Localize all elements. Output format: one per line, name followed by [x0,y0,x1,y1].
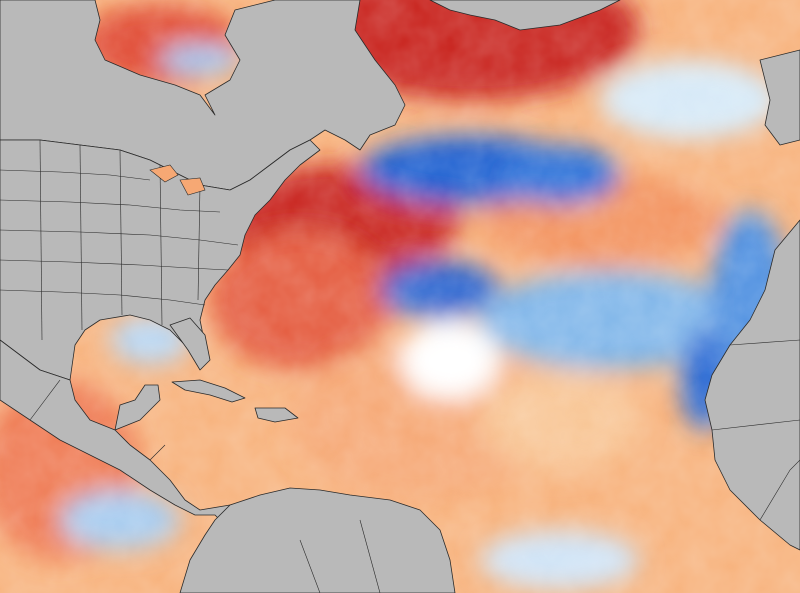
great-lakes [149,164,206,196]
europe-landmass [759,49,800,146]
cuba-landmass [171,379,246,403]
mexico-landmass [0,339,251,526]
south-america-landmass [179,487,456,593]
hispaniola-landmass [254,407,299,423]
greenland-landmass [429,0,621,31]
africa-landmass [704,219,800,551]
florida-landmass [169,317,211,371]
boundaries-layer [0,139,800,593]
